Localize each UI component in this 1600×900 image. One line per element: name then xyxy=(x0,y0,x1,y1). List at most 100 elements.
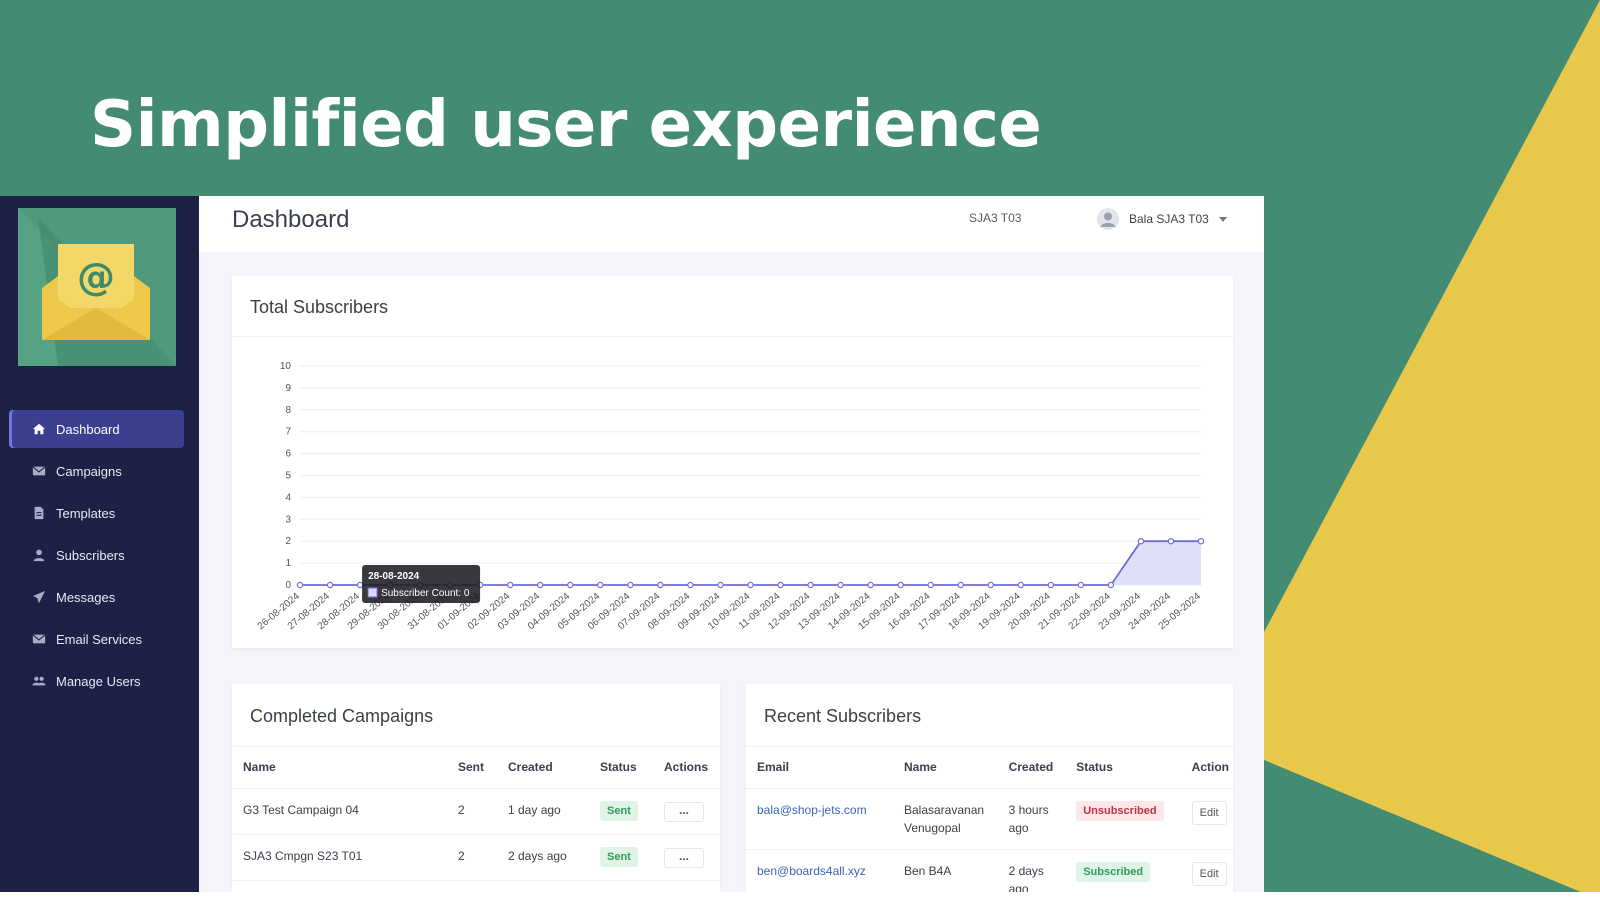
table-row: SJA3 Cmpgn S23 T01 2 2 days ago Sent ... xyxy=(232,834,720,881)
sidebar-item-label: Dashboard xyxy=(56,421,120,437)
tooltip-title: 28-08-2024 xyxy=(368,571,420,582)
edit-button[interactable]: Edit xyxy=(1191,800,1227,825)
column-header: Created xyxy=(997,746,1066,789)
y-tick-label: 0 xyxy=(285,580,291,591)
y-tick-label: 7 xyxy=(285,427,291,438)
sidebar: @ Dashboard Campaigns Templates xyxy=(0,196,199,892)
data-point xyxy=(897,581,904,589)
avatar xyxy=(1097,208,1119,230)
data-point xyxy=(777,581,784,589)
y-tick-label: 1 xyxy=(285,558,291,569)
top-bar: Dashboard SJA3 T03 Bala SJA3 T03 xyxy=(199,196,1264,252)
sidebar-item-dashboard[interactable]: Dashboard xyxy=(9,410,184,448)
tooltip-swatch xyxy=(367,587,378,598)
column-header: Status xyxy=(589,746,653,789)
sidebar-item-manage-users[interactable]: Manage Users xyxy=(9,662,184,700)
sidebar-item-subscribers[interactable]: Subscribers xyxy=(9,536,184,574)
campaigns-table: Name Sent Created Status Actions G3 Test… xyxy=(232,746,720,881)
y-tick-label: 4 xyxy=(285,492,291,503)
table-row: bala@shop-jets.com Balasaravanan Venugop… xyxy=(746,788,1233,850)
data-point xyxy=(326,581,334,589)
subscribers-chart: 01234567891026-08-202427-08-202428-08-20… xyxy=(256,361,1205,632)
column-header: Action xyxy=(1180,746,1233,789)
campaign-name: SJA3 Cmpgn S23 T01 xyxy=(232,834,447,881)
column-header: Created xyxy=(497,746,589,789)
app-window: @ Dashboard Campaigns Templates xyxy=(0,196,1264,892)
subscriber-action-cell: Edit xyxy=(1180,849,1233,892)
page-title: Dashboard xyxy=(232,206,350,233)
campaign-status-cell: Sent xyxy=(589,788,653,835)
data-point xyxy=(627,581,634,589)
data-point xyxy=(1197,538,1205,545)
subscriber-name: Balasaravanan Venugopal xyxy=(892,788,998,850)
data-point xyxy=(807,581,814,589)
data-point xyxy=(987,581,994,589)
column-header: Status xyxy=(1065,746,1181,789)
subscriber-created: 2 days ago xyxy=(997,849,1066,892)
data-point xyxy=(837,581,844,589)
file-icon xyxy=(31,505,47,521)
subscriber-email-cell: bala@shop-jets.com xyxy=(746,788,893,850)
column-header: Sent xyxy=(447,746,497,789)
subscriber-status-cell: Unsubscribed xyxy=(1065,788,1181,850)
sidebar-item-label: Templates xyxy=(56,505,116,521)
data-point xyxy=(927,581,934,589)
sidebar-item-label: Manage Users xyxy=(56,673,141,689)
campaign-status-cell: Sent xyxy=(589,834,653,881)
y-tick-label: 3 xyxy=(285,514,291,525)
user-menu[interactable]: Bala SJA3 T03 xyxy=(1097,208,1227,230)
sidebar-item-templates[interactable]: Templates xyxy=(9,494,184,532)
campaign-created: 2 days ago xyxy=(497,834,589,881)
users-icon xyxy=(31,673,47,689)
data-point xyxy=(867,581,874,589)
campaign-sent: 2 xyxy=(447,834,497,881)
table-header-row: Name Sent Created Status Actions xyxy=(232,746,720,789)
data-point xyxy=(687,581,694,589)
sidebar-item-messages[interactable]: Messages xyxy=(9,578,184,616)
y-tick-label: 5 xyxy=(285,471,291,482)
table-row: G3 Test Campaign 04 2 1 day ago Sent ... xyxy=(232,788,720,835)
column-header: Name xyxy=(232,746,447,789)
edit-button[interactable]: Edit xyxy=(1191,861,1227,886)
data-point xyxy=(507,581,514,589)
subscribers-card-title: Recent Subscribers xyxy=(764,706,922,726)
recent-subscribers-card: Recent Subscribers Email Name Created St… xyxy=(746,684,1233,892)
data-point xyxy=(957,581,964,589)
sidebar-item-label: Subscribers xyxy=(56,547,125,563)
y-tick-label: 8 xyxy=(285,405,291,416)
status-badge: Subscribed xyxy=(1076,861,1151,882)
chevron-down-icon xyxy=(1218,216,1227,222)
subscriber-email-link[interactable]: ben@boards4all.xyz xyxy=(757,863,866,878)
campaign-sent: 2 xyxy=(447,788,497,835)
data-point xyxy=(597,581,604,589)
data-point xyxy=(296,581,304,589)
data-point xyxy=(356,581,364,589)
organization-label: SJA3 T03 xyxy=(969,211,1022,225)
data-point xyxy=(1047,581,1055,589)
chart-card-title: Total Subscribers xyxy=(250,297,389,317)
subscriber-email-link[interactable]: bala@shop-jets.com xyxy=(757,802,867,817)
svg-text:@: @ xyxy=(77,255,115,299)
data-point xyxy=(747,581,754,589)
headline: Simplified user experience xyxy=(90,88,1042,162)
user-icon xyxy=(31,547,47,563)
email-envelope-at-icon: @ xyxy=(18,208,176,366)
envelope-icon xyxy=(31,463,47,479)
status-badge: Unsubscribed xyxy=(1076,800,1164,821)
sidebar-nav: Dashboard Campaigns Templates Subscriber… xyxy=(9,410,184,704)
campaign-name: G3 Test Campaign 04 xyxy=(232,788,447,835)
sidebar-item-email-services[interactable]: Email Services xyxy=(9,620,184,658)
sidebar-item-label: Messages xyxy=(56,589,116,605)
subscriber-email-cell: ben@boards4all.xyz xyxy=(746,849,893,892)
column-header: Actions xyxy=(653,746,720,789)
campaigns-card-title: Completed Campaigns xyxy=(250,706,434,726)
y-tick-label: 9 xyxy=(285,383,291,394)
sidebar-item-campaigns[interactable]: Campaigns xyxy=(9,452,184,490)
subscriber-name: Ben B4A xyxy=(892,849,998,892)
more-actions-button[interactable]: ... xyxy=(664,847,704,868)
data-point xyxy=(567,581,574,589)
completed-campaigns-card: Completed Campaigns Name Sent Created St… xyxy=(232,684,720,892)
subscriber-status-cell: Subscribed xyxy=(1065,849,1181,892)
more-actions-button[interactable]: ... xyxy=(664,801,704,822)
table-row: ben@boards4all.xyz Ben B4A 2 days ago Su… xyxy=(746,849,1233,892)
